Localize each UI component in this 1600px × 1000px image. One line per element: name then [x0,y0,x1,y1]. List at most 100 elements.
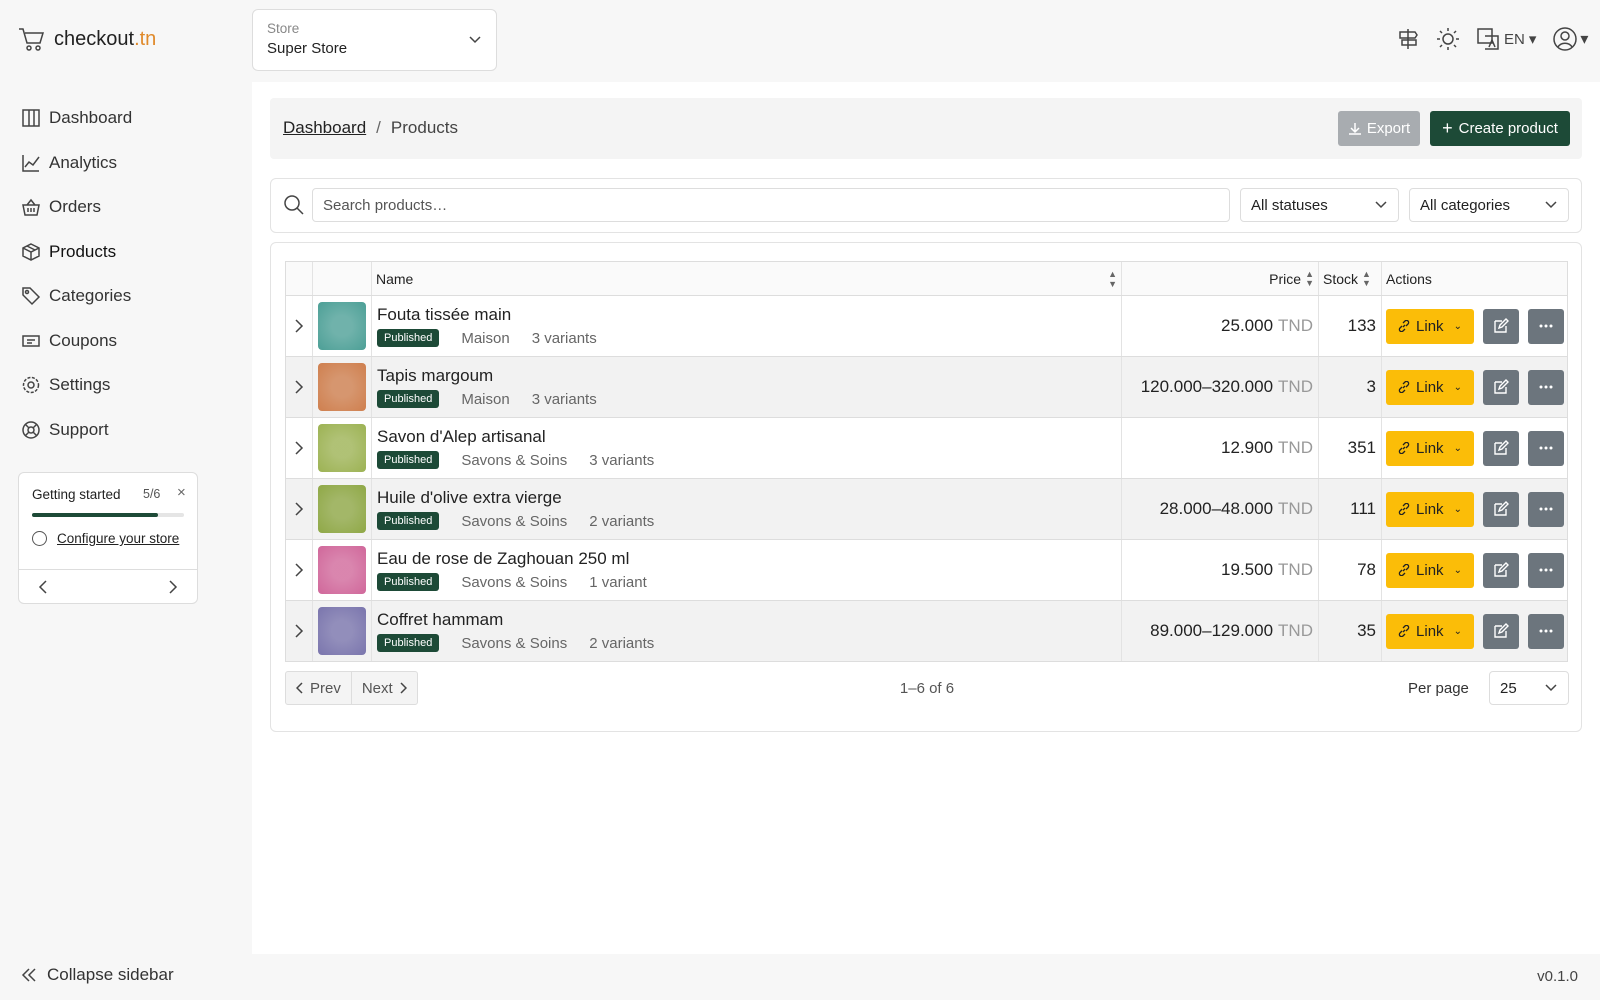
brand-name: checkout [54,27,135,50]
more-button[interactable] [1528,613,1564,649]
gs-step[interactable]: Configure your store [57,531,180,546]
search-icon [284,195,304,215]
per-page-select[interactable]: 25 [1489,671,1569,705]
account[interactable]: ▾ [1552,26,1588,52]
gs-title: Getting started [32,487,121,502]
category-filter[interactable]: All categories [1409,188,1569,222]
gs-radio[interactable] [32,531,47,546]
link-caret: ⌄ [1453,564,1462,576]
nav-item[interactable]: Orders [21,197,101,217]
nav-item[interactable]: Products [21,242,116,262]
price-cell: 120.000–320.000 TND [1122,357,1319,417]
product-name[interactable]: Tapis margoum [377,366,494,385]
link-button[interactable]: Link ⌄ [1386,552,1474,588]
link-button[interactable]: Link ⌄ [1386,369,1474,405]
prev-button[interactable]: Prev [286,672,352,704]
col-name[interactable]: Name ▲ ▼ [372,262,1122,295]
export-button[interactable]: Export [1338,111,1420,146]
link-button[interactable]: Link ⌄ [1386,430,1474,466]
collapse-sidebar[interactable]: Collapse sidebar [21,965,174,985]
expand-toggle[interactable] [286,479,313,539]
actions-cell: Link ⌄ [1382,601,1568,661]
next-button[interactable]: Next [352,672,417,704]
variant-count: 3 variants [531,390,597,408]
expand-toggle[interactable] [286,540,313,600]
col-price[interactable]: Price ▲ ▼ [1122,262,1319,295]
theme-icon[interactable] [1436,27,1460,51]
nav-item[interactable]: Analytics [21,153,117,173]
edit-button[interactable] [1483,430,1519,466]
product-category: Savons & Soins [461,634,568,652]
link-label: Link [1416,317,1444,335]
category-filter-value: All categories [1420,196,1511,214]
edit-button[interactable] [1483,552,1519,588]
expand-toggle[interactable] [286,296,313,356]
breadcrumb-link[interactable]: Dashboard [283,118,367,137]
nav-icon [22,287,41,306]
status-badge: Published [377,329,440,347]
gs-bar [32,513,184,517]
store-select[interactable]: Store Super Store [252,9,497,71]
nav-item[interactable]: Dashboard [21,108,132,128]
link-button[interactable]: Link ⌄ [1386,308,1474,344]
gs-prev[interactable] [37,579,49,595]
product-meta: Published Savons & Soins 3 variants [377,451,654,469]
nav-item[interactable]: Settings [21,375,110,395]
thumb-cell [313,540,372,600]
variant-count: 1 variant [589,573,647,591]
main: Dashboard / Products Export + Create prod… [252,82,1600,954]
more-button[interactable] [1528,369,1564,405]
product-name[interactable]: Huile d'olive extra vierge [377,488,562,507]
col-stock-label: Stock [1323,270,1359,287]
currency: TND [1278,560,1313,579]
product-name[interactable]: Fouta tissée main [377,305,512,324]
product-thumbnail [318,363,366,411]
link-label: Link [1416,500,1444,518]
link-label: Link [1416,561,1444,579]
nav-item[interactable]: Categories [21,286,131,306]
price: 12.900 [1221,438,1274,457]
link-button[interactable]: Link ⌄ [1386,491,1474,527]
col-actions-label: Actions [1386,270,1432,287]
product-name[interactable]: Eau de rose de Zaghouan 250 ml [377,549,630,568]
nav-item[interactable]: Support [21,420,109,440]
link-button[interactable]: Link ⌄ [1386,613,1474,649]
product-name[interactable]: Savon d'Alep artisanal [377,427,546,446]
nav-item[interactable]: Coupons [21,331,117,351]
link-caret: ⌄ [1453,320,1462,332]
more-button[interactable] [1528,491,1564,527]
nav-icon [22,198,40,216]
gs-next[interactable] [167,579,179,595]
expand-toggle[interactable] [286,418,313,478]
status-badge: Published [377,512,440,530]
product-row: Huile d'olive extra vierge Published Savon… [286,478,1567,539]
logo[interactable]: checkout.tn [18,26,156,52]
actions-cell: Link ⌄ [1382,357,1568,417]
more-button[interactable] [1528,430,1564,466]
more-button[interactable] [1528,308,1564,344]
link-caret: ⌄ [1453,503,1462,515]
expand-toggle[interactable] [286,601,313,661]
actions-cell: Link ⌄ [1382,296,1568,356]
edit-button[interactable] [1483,308,1519,344]
thumb-cell [313,418,372,478]
edit-button[interactable] [1483,491,1519,527]
edit-button[interactable] [1483,613,1519,649]
col-stock[interactable]: Stock ▲ ▼ [1319,262,1382,295]
page-range: 1–6 of 6 [899,680,955,697]
stock-cell: 111 [1319,479,1382,539]
create-button[interactable]: + Create product [1430,111,1570,146]
nav-label: Settings [49,375,111,394]
search-input[interactable]: Search products… [312,188,1230,222]
signpost-icon[interactable] [1396,27,1420,51]
gs-close[interactable]: × [177,484,186,501]
nav-icon [22,334,40,347]
status-filter[interactable]: All statuses [1240,188,1399,222]
product-name[interactable]: Coffret hammam [377,610,504,629]
language[interactable]: EN ▾ [1476,27,1536,51]
more-button[interactable] [1528,552,1564,588]
prev-label: Prev [310,679,341,697]
edit-button[interactable] [1483,369,1519,405]
store-label: Store [267,21,300,36]
expand-toggle[interactable] [286,357,313,417]
